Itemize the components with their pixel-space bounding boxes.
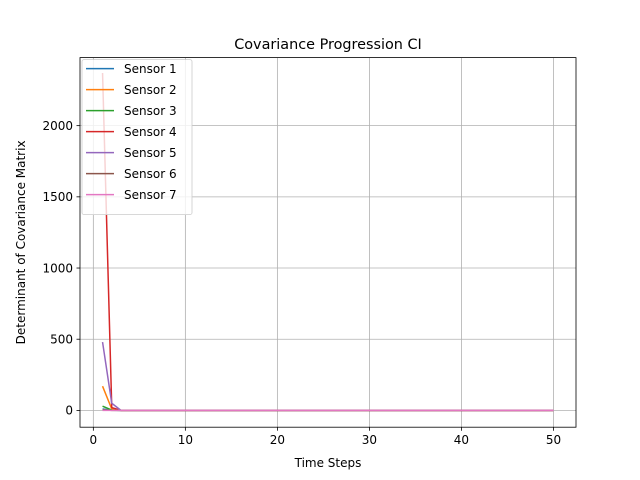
- x-tick-label: 20: [270, 433, 285, 447]
- y-tick-label: 0: [65, 404, 73, 418]
- plot-frame: [79, 57, 577, 428]
- x-axis-label: Time Steps: [294, 456, 362, 470]
- legend-label: Sensor 3: [124, 104, 177, 118]
- chart-title: Covariance Progression CI: [234, 37, 422, 53]
- plot-series: [101, 72, 554, 412]
- y-axis-ticks: 0 500 1000 1500 2000: [42, 119, 80, 418]
- x-tick-label: 0: [90, 433, 98, 447]
- y-tick-label: 1500: [42, 190, 73, 204]
- x-tick-label: 50: [546, 433, 561, 447]
- legend-label: Sensor 1: [124, 62, 177, 76]
- x-tick-label: 10: [178, 433, 193, 447]
- y-tick-label: 1000: [42, 261, 73, 275]
- legend-box: [81, 59, 193, 215]
- legend: Sensor 1 Sensor 2 Sensor 3 Sensor 4 Sensor 5…: [81, 59, 193, 215]
- x-axis-ticks: 0 10 20 30 40 50: [90, 427, 561, 447]
- y-axis-label: Determinant of Covariance Matrix: [14, 140, 28, 344]
- y-tick-label: 2000: [42, 119, 73, 133]
- y-tick-label: 500: [50, 333, 73, 347]
- legend-label: Sensor 6: [124, 167, 177, 181]
- x-tick-label: 30: [362, 433, 377, 447]
- legend-label: Sensor 4: [124, 125, 177, 139]
- legend-label: Sensor 7: [124, 188, 177, 202]
- grid: [80, 57, 576, 428]
- x-tick-label: 40: [454, 433, 469, 447]
- legend-label: Sensor 2: [124, 83, 177, 97]
- legend-label: Sensor 5: [124, 146, 177, 160]
